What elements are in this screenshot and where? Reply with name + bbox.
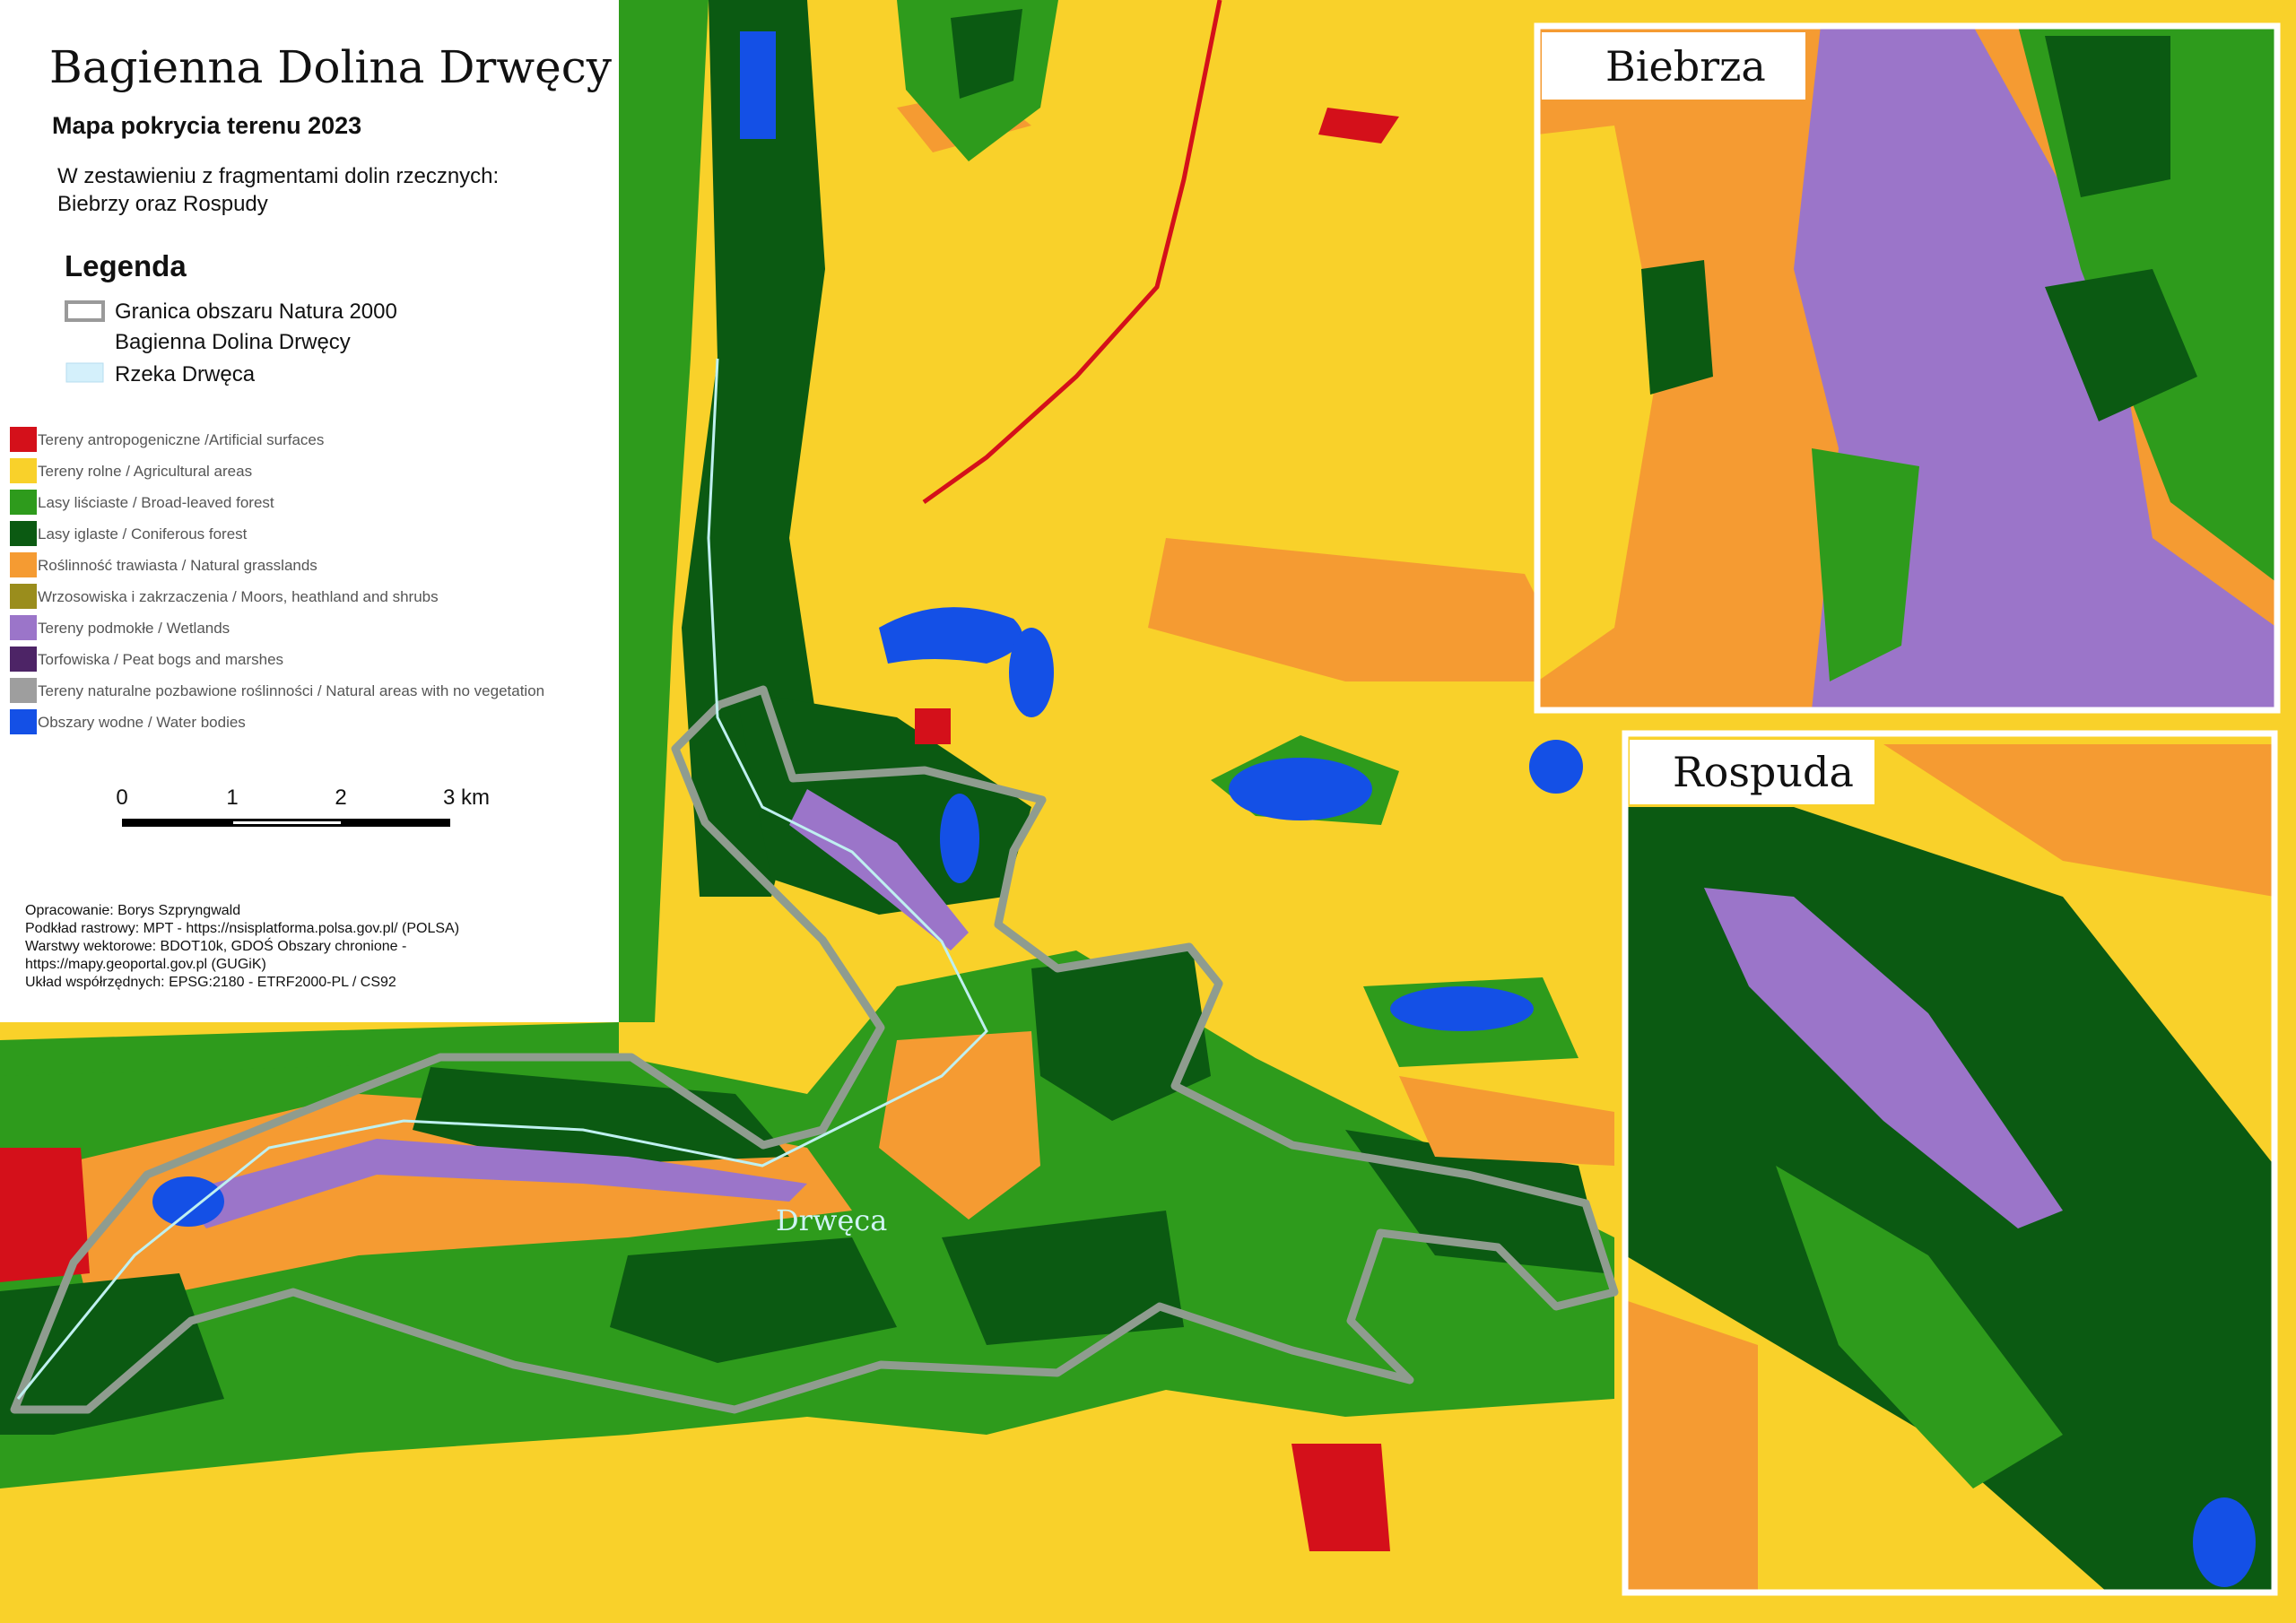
description: Biebrzy oraz Rospudy: [57, 192, 268, 216]
inset-title: Biebrza: [1605, 42, 1766, 91]
lake: [1229, 758, 1372, 820]
land-artificial: [0, 1148, 90, 1282]
land-broadleaf: [1776, 1166, 2063, 1488]
scale-bar: 0 1 2 3 km: [116, 785, 490, 827]
lake: [940, 794, 979, 883]
credit: Układ współrzędnych: EPSG:2180 - ETRF200…: [25, 975, 396, 990]
boundary-swatch: [65, 300, 105, 322]
land-broadleaf: [1812, 448, 1919, 681]
land-wetland: [789, 789, 969, 950]
land-grassland: [1148, 538, 1578, 681]
legend-swatch: [10, 458, 37, 483]
lake: [2193, 1497, 2256, 1587]
legend-label: Tereny naturalne pozbawione roślinności …: [38, 682, 544, 699]
legend-swatch: [10, 647, 37, 672]
land-conifer: [951, 9, 1022, 99]
legend-swatch: [10, 552, 37, 577]
legend-swatch: [10, 615, 37, 640]
land-broadleaf: [0, 1022, 619, 1076]
land-conifer: [942, 1211, 1184, 1345]
legend-label: Wrzosowiska i zakrzaczenia / Moors, heat…: [38, 588, 439, 605]
land-conifer: [1031, 950, 1211, 1121]
credit: Opracowanie: Borys Szpryngwald: [25, 903, 240, 918]
land-artificial: [915, 708, 951, 744]
land-grassland: [1883, 744, 2274, 897]
legend-swatch: [10, 490, 37, 515]
land-wetland: [179, 1139, 807, 1228]
scale-label: 0: [116, 785, 127, 810]
land-agricultural: [1537, 126, 1659, 681]
land-broadleaf: [619, 0, 709, 1022]
credit: https://mapy.geoportal.gov.pl (GUGiK): [25, 957, 266, 972]
river-label: Drwęca: [776, 1203, 887, 1237]
legend-label: Roślinność trawiasta / Natural grassland…: [38, 557, 317, 574]
description: W zestawieniu z fragmentami dolin rzeczn…: [57, 164, 499, 188]
legend-label: Lasy iglaste / Coniferous forest: [38, 525, 248, 542]
scale-bar-segment: [233, 821, 341, 824]
legend-label: Lasy liściaste / Broad-leaved forest: [38, 494, 274, 511]
inset-title-box: [1630, 740, 1874, 804]
lake: [1009, 628, 1054, 717]
credit: Warstwy wektorowe: BDOT10k, GDOŚ Obszary…: [25, 937, 406, 954]
road: [922, 0, 1222, 505]
land-wetland: [1794, 26, 2277, 710]
land-grassland: [1399, 1076, 1614, 1166]
legend-swatch: [10, 427, 37, 452]
land-conifer: [413, 1067, 789, 1166]
legend-swatch: [10, 521, 37, 546]
legend-label: Torfowiska / Peat bogs and marshes: [38, 651, 283, 668]
legend-panel: [0, 0, 619, 1022]
lake: [1390, 986, 1534, 1031]
legend-title: Legenda: [65, 249, 187, 282]
legend-label: Granica obszaru Natura 2000: [115, 299, 397, 324]
land-cover-legend: Tereny antropogeniczne /Artificial surfa…: [10, 427, 544, 734]
lake: [879, 607, 1022, 664]
land-conifer: [610, 1237, 897, 1363]
inset-frame: [1534, 22, 2281, 714]
land-artificial: [1292, 1444, 1390, 1551]
inset-frame: [1622, 730, 2278, 1596]
land-conifer: [1641, 260, 1713, 395]
legend-label: Obszary wodne / Water bodies: [38, 714, 246, 731]
credit: Podkład rastrowy: MPT - https://nsisplat…: [25, 921, 459, 936]
legend-label: Bagienna Dolina Drwęcy: [115, 330, 351, 354]
river-swatch: [65, 362, 104, 383]
legend-label: Tereny podmokłe / Wetlands: [38, 620, 230, 637]
inset-title: Rospuda: [1673, 748, 1854, 796]
river: [16, 358, 988, 1400]
land-grassland: [879, 1031, 1040, 1219]
lake: [1529, 740, 1583, 794]
land-conifer: [2045, 269, 2197, 421]
inset-biebrza: [1537, 26, 2277, 710]
inset-title-box: [1542, 32, 1805, 100]
inset-rospuda: [1625, 733, 2274, 1593]
land-broadleaf: [0, 950, 1614, 1488]
land-conifer: [682, 0, 825, 897]
legend-label: Tereny antropogeniczne /Artificial surfa…: [38, 431, 324, 448]
scale-label: 3 km: [443, 785, 490, 810]
legend-swatch: [10, 678, 37, 703]
subtitle: Mapa pokrycia terenu 2023: [52, 112, 361, 139]
scale-label: 1: [226, 785, 238, 810]
legend-label: Tereny rolne / Agricultural areas: [38, 463, 252, 480]
lake: [740, 31, 776, 139]
legend-label: Rzeka Drwęca: [115, 362, 256, 386]
title: Bagienna Dolina Drwęcy: [49, 41, 613, 93]
legend-swatch: [10, 584, 37, 609]
natura-boundary: [10, 685, 1619, 1414]
land-artificial: [1318, 108, 1399, 143]
land-wetland: [1704, 888, 2063, 1228]
legend-swatch: [10, 709, 37, 734]
land-grassland: [1625, 1300, 1758, 1593]
lake: [152, 1176, 224, 1227]
land-conifer: [2045, 36, 2170, 197]
scale-label: 2: [335, 785, 346, 810]
